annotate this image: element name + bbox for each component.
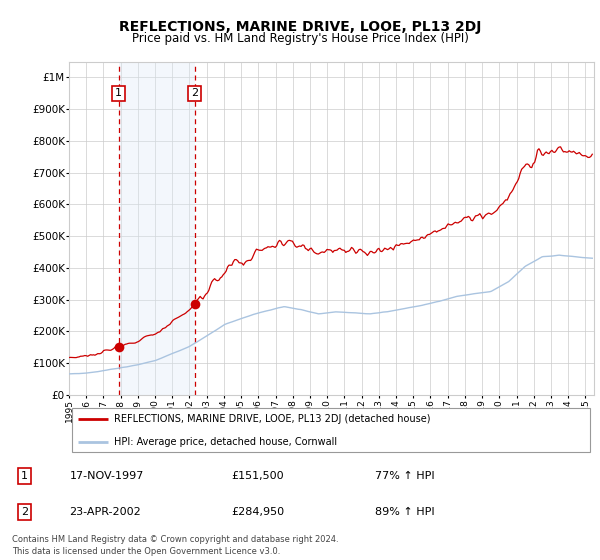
Text: 77% ↑ HPI: 77% ↑ HPI [375, 471, 434, 481]
Text: 23-APR-2002: 23-APR-2002 [70, 507, 142, 517]
Text: 17-NOV-1997: 17-NOV-1997 [70, 471, 144, 481]
Text: HPI: Average price, detached house, Cornwall: HPI: Average price, detached house, Corn… [113, 437, 337, 447]
Bar [119, 62, 195, 395]
Text: 2: 2 [191, 88, 199, 99]
Text: £284,950: £284,950 [231, 507, 284, 517]
Text: 1: 1 [115, 88, 122, 99]
Text: 2: 2 [20, 507, 28, 517]
Text: £151,500: £151,500 [231, 471, 284, 481]
Text: 1: 1 [20, 471, 28, 481]
Text: Price paid vs. HM Land Registry's House Price Index (HPI): Price paid vs. HM Land Registry's House … [131, 32, 469, 45]
FancyBboxPatch shape [71, 408, 590, 452]
Text: 89% ↑ HPI: 89% ↑ HPI [375, 507, 434, 517]
Text: REFLECTIONS, MARINE DRIVE, LOOE, PL13 2DJ (detached house): REFLECTIONS, MARINE DRIVE, LOOE, PL13 2D… [113, 414, 430, 424]
Text: REFLECTIONS, MARINE DRIVE, LOOE, PL13 2DJ: REFLECTIONS, MARINE DRIVE, LOOE, PL13 2D… [119, 20, 481, 34]
Text: Contains HM Land Registry data © Crown copyright and database right 2024.
This d: Contains HM Land Registry data © Crown c… [12, 535, 338, 556]
